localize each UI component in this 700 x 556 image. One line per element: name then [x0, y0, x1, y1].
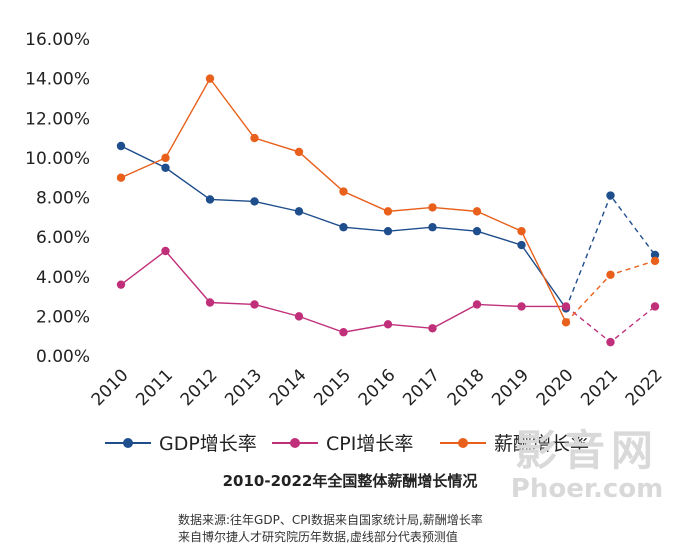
data-point	[606, 337, 615, 347]
data-point	[606, 270, 615, 279]
watermark-en: Phoer.com	[510, 474, 664, 504]
y-tick-label: 0.00%	[36, 347, 90, 367]
y-tick-label: 12.00%	[25, 109, 90, 129]
y-tick-label: 2.00%	[36, 307, 90, 327]
data-point	[561, 318, 571, 327]
series-layer	[116, 74, 660, 347]
data-point	[161, 153, 170, 163]
x-tick-label: 2014	[266, 365, 311, 410]
y-tick-label: 10.00%	[25, 149, 90, 169]
data-point	[517, 226, 526, 236]
data-point	[339, 328, 348, 337]
data-point	[250, 133, 259, 143]
x-tick-label: 2021	[577, 365, 622, 410]
x-tick-label: 2012	[177, 365, 222, 410]
data-point	[472, 207, 482, 216]
x-tick-label: 2011	[132, 365, 177, 410]
legend-item-2: CPI增长率	[272, 433, 413, 455]
data-point	[472, 226, 482, 236]
data-point	[650, 302, 660, 311]
watermark: 影音网 Phoer.com	[482, 426, 692, 505]
data-point	[161, 163, 170, 172]
data-point	[339, 223, 348, 232]
data-point	[383, 320, 393, 329]
data-point	[428, 324, 437, 333]
data-point	[116, 141, 126, 151]
x-tick-label: 2010	[88, 365, 133, 410]
data-point	[383, 207, 393, 216]
series-3	[116, 74, 660, 327]
x-tick-label: 2020	[533, 365, 578, 410]
data-point	[606, 191, 615, 200]
series-line-projected	[565, 260, 656, 323]
x-tick-label: 2018	[444, 365, 489, 410]
y-tick-label: 4.00%	[36, 268, 90, 288]
data-point	[561, 302, 571, 311]
data-point	[205, 298, 215, 307]
y-tick-label: 8.00%	[36, 189, 90, 209]
watermark-cn: 影音网	[514, 426, 659, 475]
series-line-projected	[565, 194, 656, 309]
y-tick-label: 14.00%	[25, 70, 90, 90]
data-point	[116, 173, 126, 182]
data-point	[205, 195, 215, 204]
legend-label: CPI增长率	[326, 433, 413, 455]
data-point	[116, 280, 126, 289]
data-point	[428, 223, 437, 232]
x-tick-label: 2016	[355, 365, 400, 410]
y-tick-label: 6.00%	[36, 228, 90, 248]
legend-item-1: GDP增长率	[105, 433, 257, 455]
data-point	[161, 246, 170, 256]
legend-marker	[458, 438, 468, 448]
source-note: 数据来源:往年GDP、CPI数据来自国家统计局,薪酬增长率 来自博尔捷人才研究院…	[178, 512, 483, 546]
data-point	[205, 74, 215, 83]
series-line-actual	[120, 250, 566, 333]
data-point	[650, 256, 660, 266]
data-point	[339, 187, 348, 196]
legend-item-3: 薪酬增长率	[440, 433, 589, 455]
series-line-actual	[120, 77, 567, 323]
data-point	[517, 240, 526, 250]
x-tick-label: 2017	[399, 365, 444, 410]
data-point	[294, 147, 304, 157]
source-note-line-1: 数据来源:往年GDP、CPI数据来自国家统计局,薪酬增长率	[178, 513, 483, 527]
x-tick-label: 2013	[221, 365, 266, 410]
series-line-projected	[565, 305, 656, 344]
chart-title: 2010-2022年全国整体薪酬增长情况	[222, 472, 478, 490]
source-note-line-2: 来自博尔捷人才研究院历年数据,虚线部分代表预测值	[178, 530, 458, 544]
x-tick-label: 2015	[310, 365, 355, 410]
legend-label: 薪酬增长率	[494, 433, 589, 455]
x-tick-label: 2022	[622, 365, 667, 410]
data-point	[294, 312, 304, 321]
x-tick-label: 2019	[488, 365, 533, 410]
data-point	[428, 203, 437, 212]
data-point	[294, 207, 304, 216]
legend-marker	[290, 438, 300, 448]
legend: GDP增长率 CPI增长率 薪酬增长率	[105, 433, 589, 455]
data-point	[250, 300, 259, 309]
data-point	[650, 250, 660, 260]
data-point	[517, 302, 526, 311]
x-axis: 2010 2011 2012 2013 2014 2015 2016 2017 2018 2019…	[88, 365, 667, 410]
legend-marker	[123, 438, 133, 448]
series-1	[116, 141, 660, 313]
data-point	[383, 226, 393, 236]
y-tick-label: 16.00%	[25, 30, 90, 50]
y-axis: 0.00% 2.00% 4.00% 6.00% 8.00% 10.00% 12.00% 14.…	[25, 30, 90, 367]
legend-label: GDP增长率	[159, 433, 257, 455]
series-2	[116, 246, 660, 347]
data-point	[250, 197, 259, 206]
data-point	[472, 300, 482, 309]
line-chart: 0.00% 2.00% 4.00% 6.00% 8.00% 10.00% 12.00% 14.…	[25, 30, 667, 455]
